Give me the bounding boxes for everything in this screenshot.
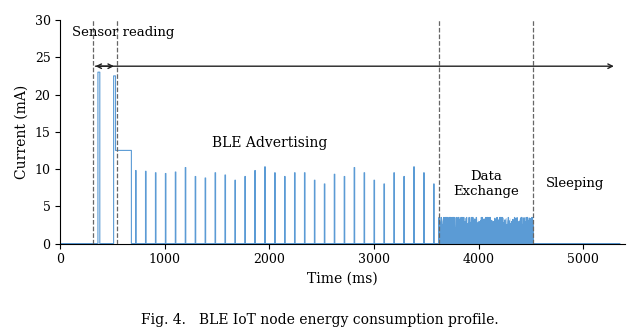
Text: Sensor reading: Sensor reading [72, 26, 175, 39]
X-axis label: Time (ms): Time (ms) [307, 272, 378, 286]
Text: Fig. 4.   BLE IoT node energy consumption profile.: Fig. 4. BLE IoT node energy consumption … [141, 313, 499, 327]
Text: BLE Advertising: BLE Advertising [212, 136, 327, 150]
Y-axis label: Current (mA): Current (mA) [15, 85, 29, 179]
Text: Sleeping: Sleeping [546, 178, 604, 190]
Text: Data
Exchange: Data Exchange [453, 170, 519, 198]
